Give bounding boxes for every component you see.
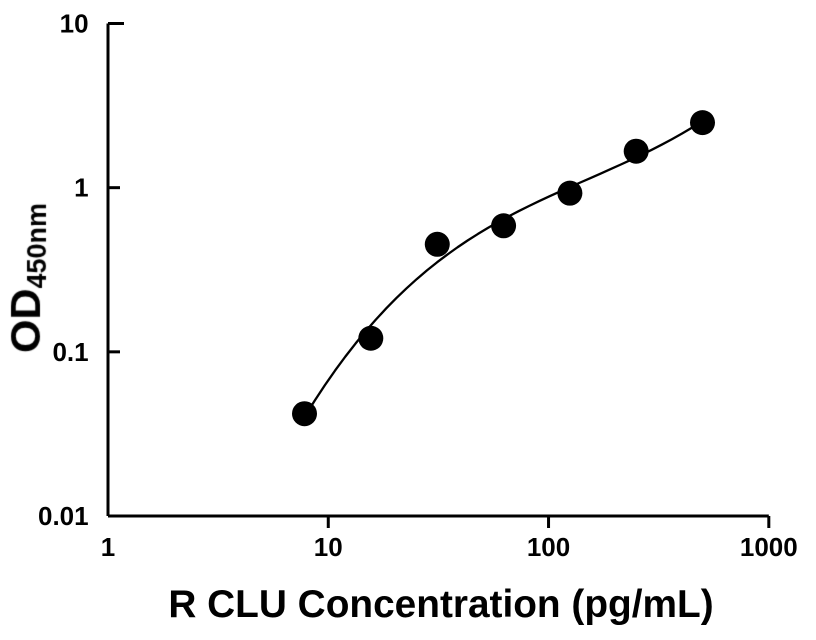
svg-text:100: 100 [527, 532, 570, 562]
svg-text:1: 1 [101, 532, 115, 562]
svg-text:R CLU Concentration (pg/mL): R CLU Concentration (pg/mL) [168, 583, 713, 626]
svg-text:10: 10 [60, 9, 89, 39]
svg-text:10: 10 [314, 532, 343, 562]
svg-text:1000: 1000 [740, 532, 798, 562]
svg-text:0.1: 0.1 [52, 337, 88, 367]
svg-text:1: 1 [74, 173, 88, 203]
svg-text:0.01: 0.01 [38, 501, 89, 531]
